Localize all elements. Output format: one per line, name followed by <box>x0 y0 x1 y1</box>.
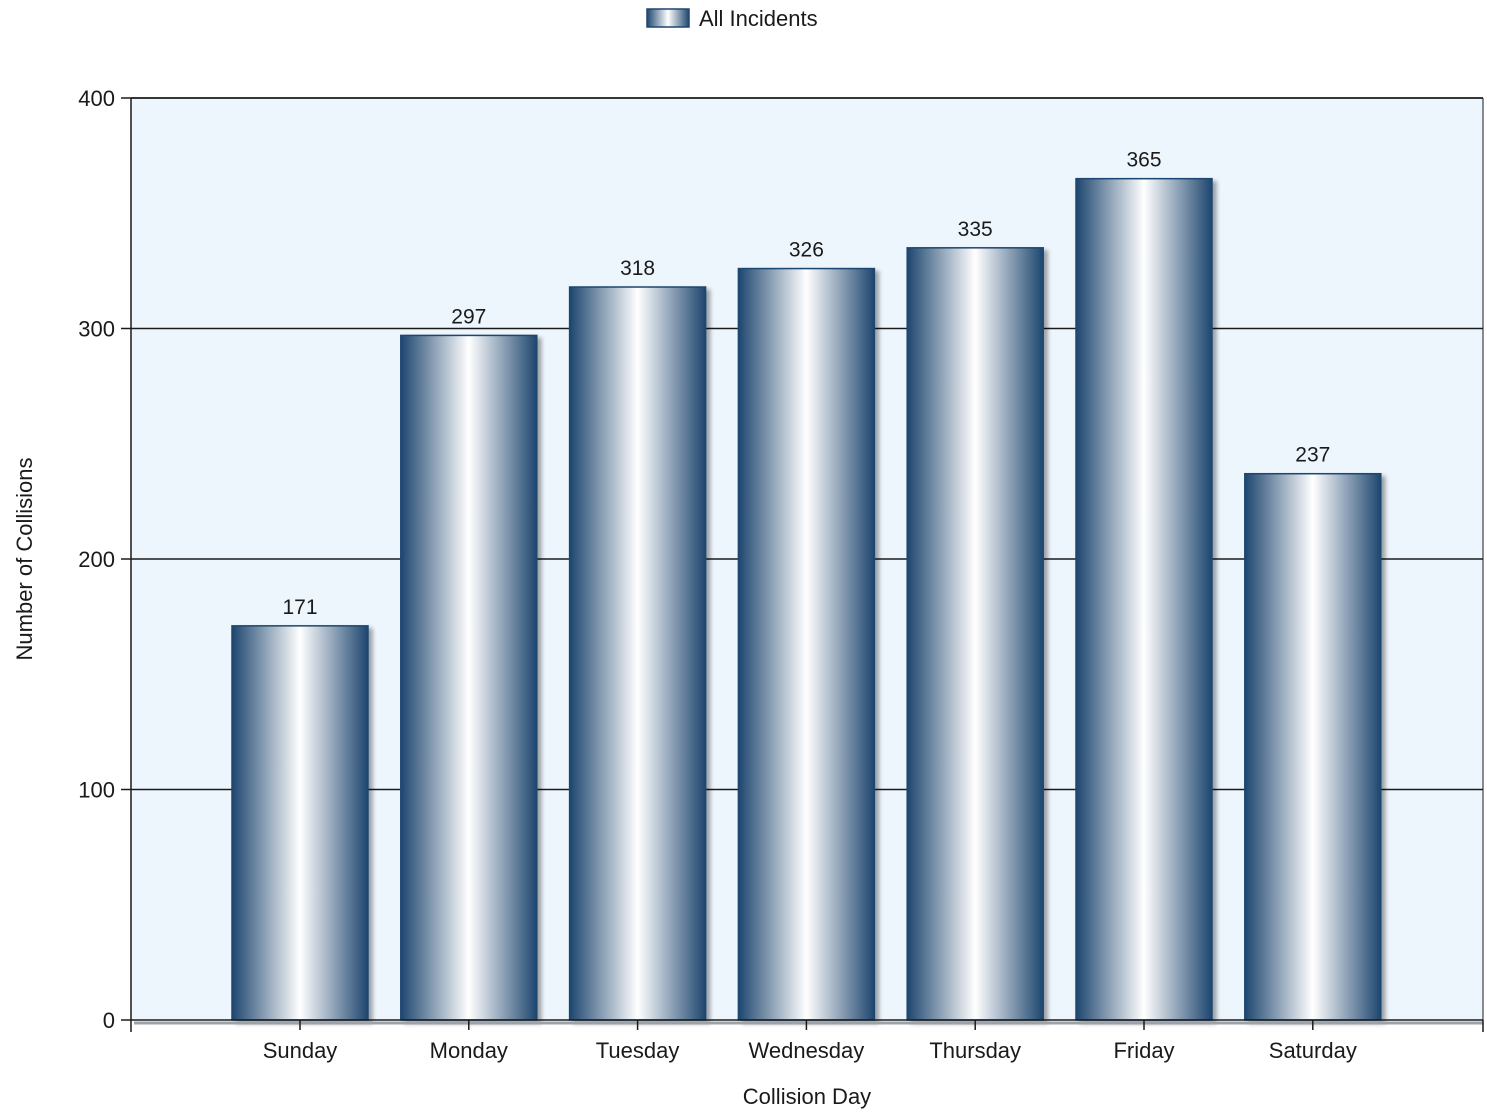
bars <box>231 177 1382 1021</box>
bar-monday <box>400 334 538 1021</box>
bar-value-label: 237 <box>1295 444 1330 467</box>
bar-sunday <box>231 625 369 1021</box>
x-tick-label-sunday: Sunday <box>263 1038 338 1063</box>
bar-value-label: 326 <box>789 239 824 262</box>
bar-value-label: 335 <box>958 218 993 241</box>
y-tick-label: 100 <box>78 778 115 803</box>
x-tick-label-friday: Friday <box>1113 1038 1174 1063</box>
bar-value-label: 318 <box>620 257 655 280</box>
x-axis-title: Collision Day <box>743 1084 871 1109</box>
legend: All Incidents <box>646 6 818 31</box>
y-tick-label: 200 <box>78 547 115 572</box>
axes <box>121 97 1484 1032</box>
bar-value-label: 297 <box>451 305 486 328</box>
x-tick-label-saturday: Saturday <box>1269 1038 1357 1063</box>
bar-value-label: 171 <box>282 596 317 619</box>
bar-wednesday <box>737 267 876 1021</box>
x-tick-label-tuesday: Tuesday <box>596 1038 680 1063</box>
x-tick-label-monday: Monday <box>430 1038 508 1063</box>
y-tick-label: 0 <box>103 1008 115 1033</box>
legend-label: All Incidents <box>699 6 818 31</box>
x-tick-label-thursday: Thursday <box>929 1038 1021 1063</box>
bar-friday <box>1075 177 1213 1021</box>
bar-value-label: 365 <box>1126 149 1161 172</box>
bar-thursday <box>906 247 1044 1021</box>
y-axis-title: Number of Collisions <box>12 458 37 661</box>
bar-saturday <box>1244 472 1382 1021</box>
y-tick-label: 400 <box>78 86 115 111</box>
x-tick-label-wednesday: Wednesday <box>749 1038 865 1063</box>
bar-tuesday <box>568 286 707 1021</box>
legend-swatch <box>646 8 690 28</box>
y-tick-label: 300 <box>78 317 115 342</box>
labels: 0 100 200 300 400 171 297 318 326 335 365 237 Sunday… <box>78 86 1357 1063</box>
